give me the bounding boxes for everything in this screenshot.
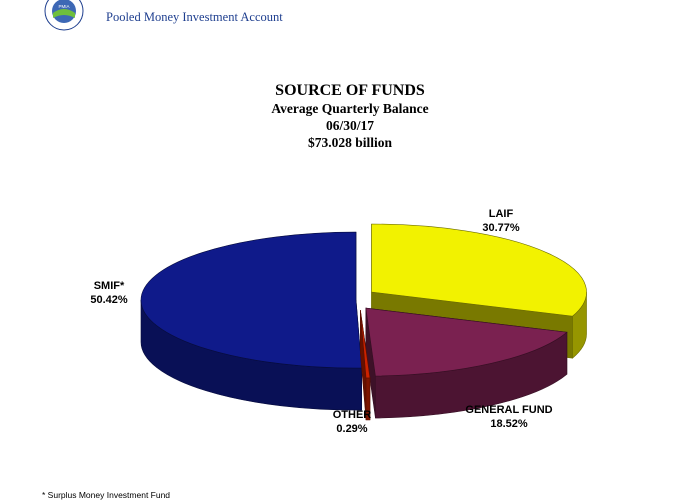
slice-value-laif: 30.77% — [482, 222, 520, 234]
slice-value-other: 0.29% — [336, 423, 367, 435]
chart-subtitle-2: 06/30/17 — [325, 118, 374, 133]
pmia-seal-logo: PMIA — [44, 0, 84, 31]
slice-value-general-fund: 18.52% — [490, 418, 528, 430]
slice-value-smif: 50.42% — [90, 294, 128, 306]
slice-label-smif: SMIF* — [94, 280, 125, 292]
chart-subtitle-3: $73.028 billion — [307, 135, 393, 150]
pie-slice-general-fund — [365, 307, 568, 419]
pie-slice-other — [360, 309, 371, 421]
slice-label-other: OTHER — [333, 409, 372, 421]
chart-title: SOURCE OF FUNDS — [275, 82, 425, 99]
org-name: Pooled Money Investment Account — [106, 9, 283, 24]
chart-subtitle-1: Average Quarterly Balance — [271, 101, 429, 116]
footnote: * Surplus Money Investment Fund — [42, 490, 171, 500]
slice-label-laif: LAIF — [489, 208, 514, 220]
page-header: PMIA Pooled Money Investment Account — [44, 0, 283, 34]
chart-titles: SOURCE OF FUNDS Average Quarterly Balanc… — [0, 82, 700, 151]
svg-text:PMIA: PMIA — [58, 4, 69, 9]
slice-label-general-fund: GENERAL FUND — [465, 404, 552, 416]
pie-slice-smif — [140, 231, 362, 411]
